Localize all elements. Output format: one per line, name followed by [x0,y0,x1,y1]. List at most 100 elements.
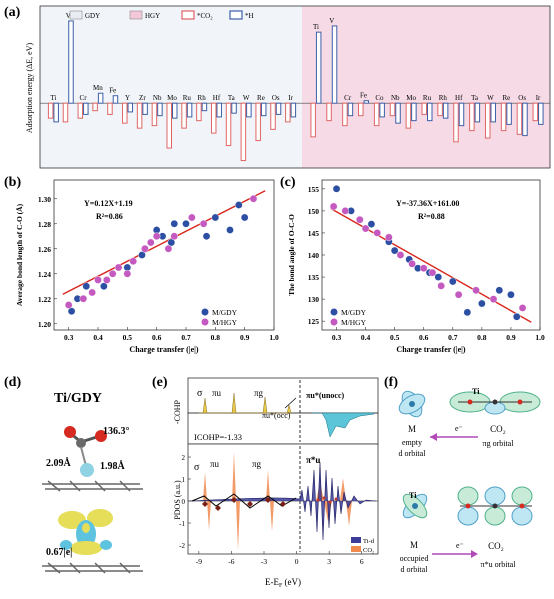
panel-b-label: (b) [4,175,21,190]
element-label-gdy-ru: Ru [183,94,192,102]
point-m-gdy [82,282,91,291]
bar-hgy-nb-h [395,102,401,124]
bar-gdy-w-h [246,102,252,118]
pdos-y-tick-label: -2 [179,542,185,550]
bar-gdy-mn-co2 [92,102,98,112]
bar-hgy-hf-co2 [453,102,459,143]
bar-hgy-w-co2 [484,102,491,139]
bar-hgy-rh-co2 [437,102,443,117]
pi-u-star-orbital [457,486,533,526]
x-tick-label: 0.4 [93,333,103,342]
point-m-hgy [437,282,445,290]
element-label-hgy-cr: Cr [344,94,352,102]
r2-c: R²=0.88 [418,212,445,221]
bar-hgy-os-h [522,102,528,137]
bar-hgy-v-h [331,25,338,104]
point-m-hgy [141,244,149,253]
label-pistar-pdos: π*u [306,455,320,465]
point-m-hgy [64,301,73,309]
point-m-gdy [495,286,504,295]
orbital-diagram: Ti M empty d orbital e⁻ CO₂ πg orbital T… [399,387,541,574]
bar-hgy-w-h [490,102,496,123]
point-m-gdy [448,277,457,286]
label-unocc: πu*(unocc) [306,391,344,400]
bar-hgy-ta-co2 [469,102,475,132]
point-m-hgy [114,263,123,272]
bar-hgy-ta-h [474,102,481,123]
pdos-diamond-marker [231,497,237,503]
x-tick-label: 0.8 [211,333,221,342]
icohp-value: ICOHP=-1.33 [194,432,242,442]
panel-d-label: (d) [4,375,21,390]
axes-b: 0.3 0.4 0.5 0.6 0.7 0.8 0.9 1.0 1.20 1.22 1.24 1.26… [38,195,279,342]
bar-hgy-v-co2 [326,102,332,122]
bar-gdy-mo-h [172,102,178,119]
legend-c-gdy: M/GDY [341,308,367,317]
point-m-hgy [454,290,463,299]
point-m-gdy [367,220,376,228]
pdos-diamond-marker [265,497,271,503]
bar-gdy-ta-h [231,102,237,114]
legend-gdy: GDY [85,12,100,20]
panel-a-label: (a) [4,5,21,20]
bar-hgy-ir-co2 [532,102,539,122]
pdos-dot-marker [334,497,338,501]
points-b [64,194,258,316]
bar-hgy-re-co2 [500,102,507,132]
point-m-hgy [79,294,88,303]
element-label-hgy-w: W [487,94,494,102]
plot-c-frame [321,179,541,331]
element-label-hgy-os: Os [518,94,526,102]
pig-orbital-label: πg orbital [483,439,515,448]
element-label-hgy-nb: Nb [391,94,400,102]
point-m-hgy [361,224,370,233]
bond-1-label: 2.09Å [46,457,72,469]
element-label-gdy-ti: Ti [50,94,56,102]
bar-gdy-re-co2 [255,102,261,142]
bar-hgy-nb-co2 [389,102,396,117]
y-tick-label: 140 [308,251,320,260]
occ-arrow [284,397,297,409]
legend-co2pdos-swatch [351,546,361,552]
bond-angle-scatter: 0.3 0.4 0.5 0.6 0.7 0.8 0.9 1.0 125 130 135 140 145 1… [287,179,545,354]
bar-hgy-ru-h [427,102,433,122]
bar-gdy-ru-co2 [181,102,187,129]
x-tick-label: 0.7 [448,333,458,342]
bar-gdy-ir-co2 [285,102,291,123]
legend-c-hgy: M/HGY [341,318,367,327]
label-pig-cohp: πg [254,388,264,398]
axes-c: 0.3 0.4 0.5 0.6 0.7 0.8 0.9 1.0 125 130 135 140 145 1… [308,185,545,342]
y-tick-label: 1.20 [38,320,51,329]
bar-gdy-rh-h [201,102,208,112]
y-tick-label: 1.28 [38,220,51,229]
x-tick-label: 0.6 [419,333,429,342]
element-label-hgy-rh: Rh [439,94,448,102]
legend-b-hgy-marker [201,318,209,326]
point-m-hgy [108,269,117,278]
pdos-x-tick-label: 3 [327,557,331,566]
bar-hgy-co-co2 [373,102,380,127]
bar-gdy-re-h [260,102,267,117]
element-label-gdy-ir: Ir [288,94,293,102]
x-tick-label: 0.5 [390,333,400,342]
element-label-gdy-zr: Zr [139,94,146,102]
point-m-gdy [100,282,108,291]
element-label-hgy-hf: Hf [455,94,463,102]
y-tick-label: 1.26 [38,245,51,254]
point-m-hgy [199,219,208,228]
point-m-hgy [408,260,416,268]
point-m-hgy [103,276,111,284]
bars-a [47,20,544,162]
legend-e: Ti-d CO₂ [351,537,375,554]
element-label-gdy-hf: Hf [213,94,221,102]
bar-gdy-ta-co2 [225,102,232,147]
bar-hgy-mo-h [411,102,417,122]
point-m-gdy [202,232,211,241]
point-m-gdy [478,299,486,308]
bar-gdy-rh-co2 [196,102,202,122]
empty-d-label: d orbital [399,449,427,458]
label-piu-cohp: πu [212,388,222,398]
point-m-hgy [373,229,382,237]
point-m-gdy [167,238,176,247]
bar-gdy-y-h [127,102,134,113]
